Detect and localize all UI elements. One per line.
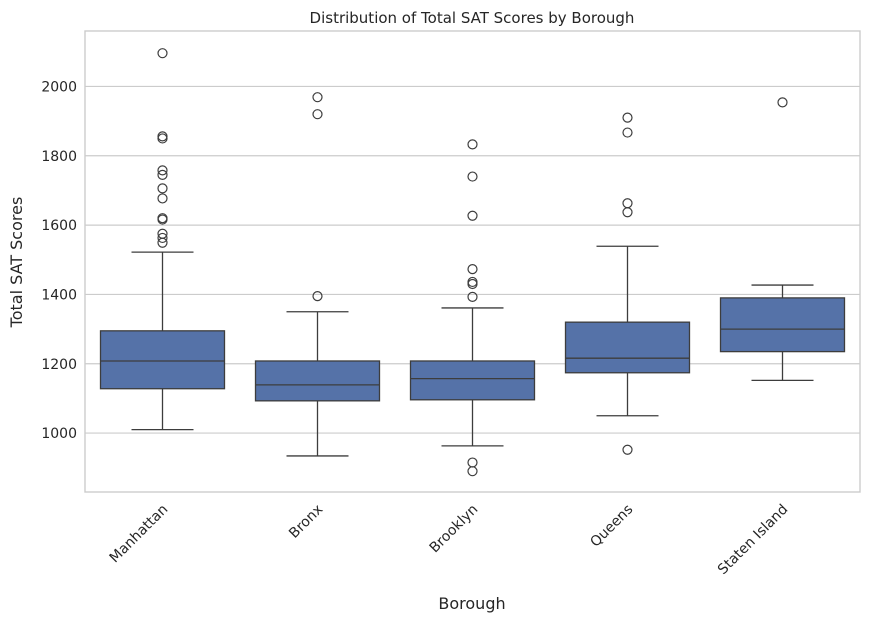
outlier-point [467,264,478,275]
outlier-point [622,112,633,123]
outlier-point [622,444,633,455]
box-group [99,48,226,431]
y-tick-label: 1400 [41,287,77,303]
box-iqr [409,360,536,401]
outlier-point [467,457,478,468]
outlier-point [622,207,633,218]
x-tick-label: Queens [587,502,636,551]
x-tick-label: Staten Island [715,502,791,578]
outlier-point [622,198,633,209]
box-group [254,92,381,457]
chart-title: Distribution of Total SAT Scores by Boro… [310,9,635,27]
y-tick-label: 1800 [41,149,77,165]
outlier-point [157,165,168,176]
box-group [564,112,691,455]
y-tick-label: 1600 [41,218,77,234]
x-tick-label: Manhattan [107,502,172,567]
outlier-point [622,127,633,138]
x-tick-labels: Manhattan Bronx Brooklyn Queens Staten Islan… [107,502,792,578]
outlier-point [157,214,168,225]
box-iqr [564,321,691,374]
x-tick-label: Bronx [286,502,326,542]
box-iqr [254,360,381,402]
outlier-point [467,278,478,290]
plot-area-frame [84,30,861,493]
outlier-point [467,210,478,221]
y-tick-labels: 1000 1200 1400 1600 1800 2000 [41,79,77,442]
outlier-point [157,232,168,244]
x-tick-label: Brooklyn [427,502,482,557]
outlier-point [312,109,323,120]
y-tick-label: 1000 [41,426,77,442]
outlier-point [157,48,168,59]
outlier-point [467,276,478,288]
x-axis-label: Borough [438,594,505,613]
y-tick-label: 1200 [41,357,77,373]
outlier-point [157,237,168,248]
outlier-point [467,291,478,302]
outlier-point [157,131,168,142]
box-group [409,139,536,477]
outlier-point [467,139,478,150]
box-iqr [719,297,846,353]
outlier-point [467,171,478,182]
outlier-point [157,193,168,204]
outlier-point [157,133,168,144]
box-iqr [99,330,226,390]
outlier-point [157,183,168,194]
box-series [99,48,846,477]
outlier-point [467,466,478,477]
outlier-point [777,97,788,108]
outlier-point [157,169,168,180]
outlier-point [312,92,323,103]
outlier-point [312,291,323,302]
y-tick-label: 2000 [41,79,77,95]
y-axis-label: Total SAT Scores [7,197,26,329]
box-group [719,97,846,382]
